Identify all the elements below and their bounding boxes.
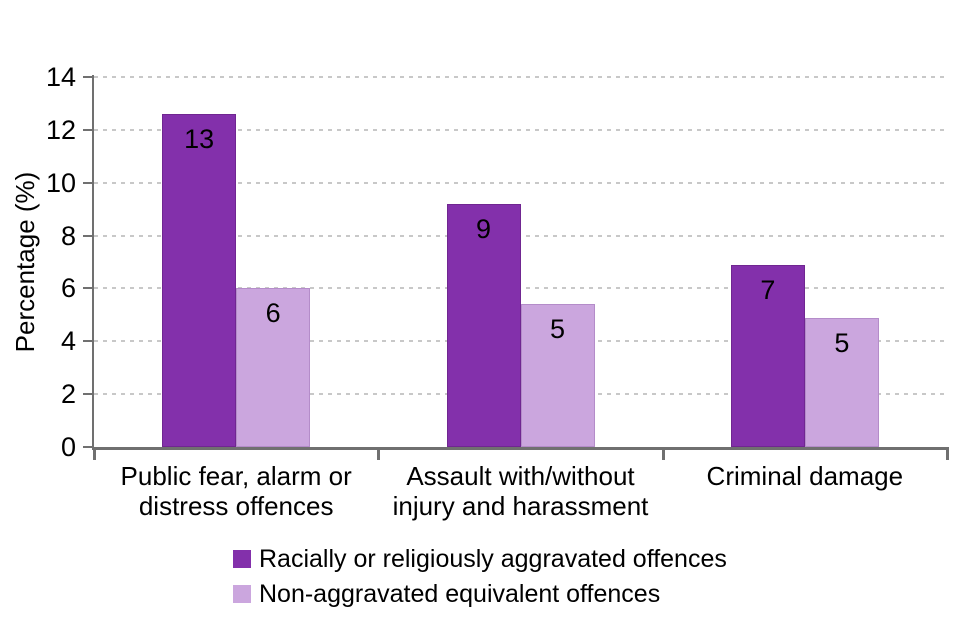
legend: Racially or religiously aggravated offen… [233,545,727,615]
category-label-line: Criminal damage [706,461,904,491]
legend-item: Non-aggravated equivalent offences [233,580,727,608]
category-label-line: Public fear, alarm or [120,461,352,491]
legend-swatch [233,550,251,568]
category-label-line: distress offences [138,491,334,521]
bar-value-label: 13 [184,124,215,154]
y-gridline [94,76,948,78]
bar [236,288,311,447]
x-tick [377,447,381,460]
category-label-line: Assault with/without [406,461,635,491]
y-tick [83,234,94,237]
y-tick-label: 14 [45,62,76,92]
legend-label: Non-aggravated equivalent offences [259,580,661,608]
legend-label: Racially or religiously aggravated offen… [259,545,727,573]
y-tick [83,128,94,131]
bar [520,304,595,447]
y-tick [83,446,94,448]
bar [730,264,805,447]
y-gridline [94,234,948,237]
category-label: Public fear, alarm or distress offences [94,461,378,521]
y-axis-line [92,75,94,447]
bar [162,114,237,447]
bar-value-label: 5 [549,314,566,345]
y-tick-label: 6 [60,273,76,304]
bar-value-label: 7 [760,274,776,305]
y-tick-label: 0 [60,432,76,462]
category-label: Criminal damage [663,461,947,491]
y-tick-label: 8 [60,220,76,251]
category-label-line: injury and harassment [392,491,649,521]
y-tick [83,340,94,343]
y-tick-label: 12 [45,114,76,145]
bar [804,317,879,447]
bar-value-label: 5 [834,327,850,358]
y-tick-label: 10 [45,167,76,198]
y-tick [83,181,94,184]
bar-value-label: 9 [475,213,492,244]
y-tick-label: 2 [60,379,76,410]
bar-value-label: 6 [265,298,281,329]
y-tick [83,393,94,396]
legend-item: Racially or religiously aggravated offen… [233,545,727,573]
x-tick [93,447,96,460]
x-tick [661,447,665,460]
bar [446,203,521,447]
x-axis-line [92,447,948,450]
y-gridline [94,181,948,184]
y-gridline [94,287,948,290]
x-tick [946,447,949,460]
y-tick [83,76,94,78]
y-tick-label: 4 [60,326,76,357]
category-label: Assault with/without injury and harassmen… [378,461,662,521]
legend-swatch [233,585,251,603]
y-gridline [94,128,948,131]
y-tick [83,287,94,290]
